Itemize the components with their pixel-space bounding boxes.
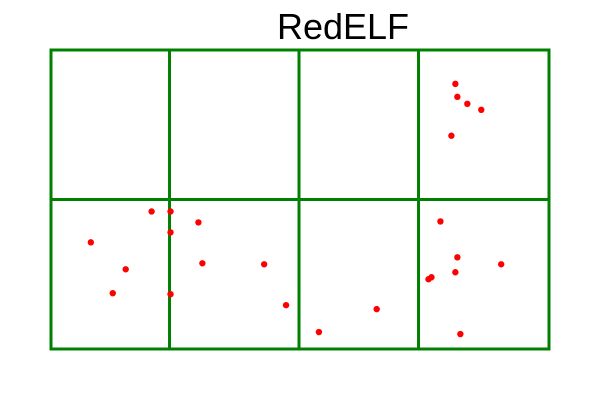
data-point-19 xyxy=(454,254,461,261)
data-point-22 xyxy=(425,276,432,283)
chart-title: RedELF xyxy=(276,6,410,47)
data-point-18 xyxy=(437,218,444,225)
data-point-4 xyxy=(448,132,455,139)
data-point-0 xyxy=(452,80,459,88)
data-point-13 xyxy=(109,289,116,297)
data-point-6 xyxy=(167,208,174,215)
data-point-20 xyxy=(452,269,459,276)
data-point-9 xyxy=(195,219,202,226)
data-point-5 xyxy=(148,208,155,215)
points-layer xyxy=(87,80,505,338)
data-point-7 xyxy=(167,229,174,236)
data-point-24 xyxy=(457,330,464,338)
data-point-10 xyxy=(122,266,129,273)
grid-layer xyxy=(49,48,551,351)
data-point-3 xyxy=(478,106,485,114)
data-point-11 xyxy=(199,260,206,267)
data-point-12 xyxy=(260,261,268,268)
data-point-15 xyxy=(282,301,290,309)
data-point-1 xyxy=(454,93,461,101)
data-point-17 xyxy=(373,305,380,313)
data-point-16 xyxy=(315,328,323,336)
data-point-2 xyxy=(464,100,471,108)
data-point-14 xyxy=(167,290,174,298)
data-point-8 xyxy=(87,239,95,246)
data-point-23 xyxy=(497,261,505,268)
